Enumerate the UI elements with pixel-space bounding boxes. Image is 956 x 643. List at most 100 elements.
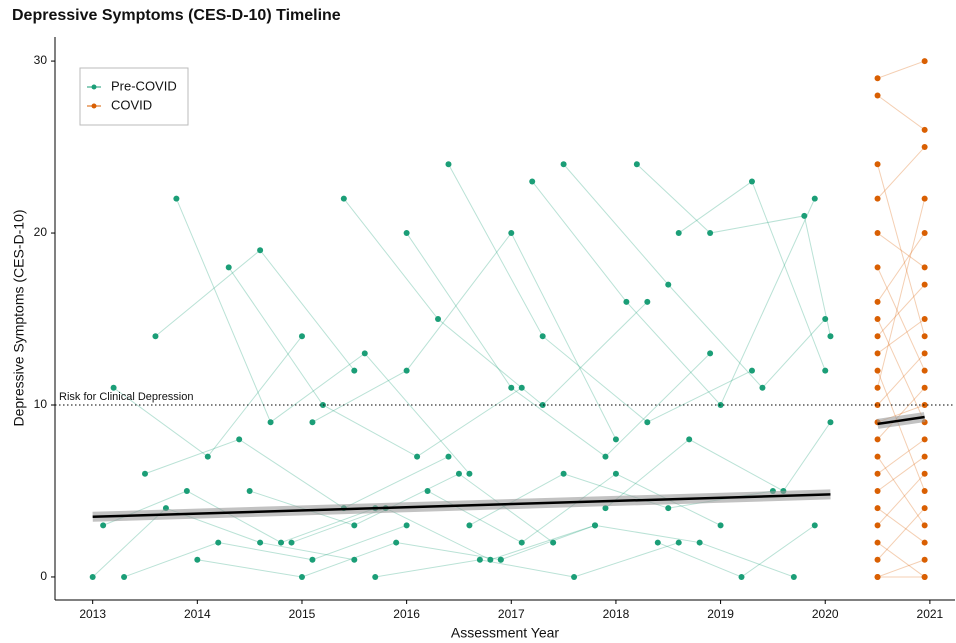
data-point bbox=[675, 230, 682, 237]
participant-line bbox=[877, 353, 926, 406]
data-point bbox=[748, 178, 755, 185]
data-point bbox=[874, 92, 881, 99]
data-point bbox=[921, 453, 928, 460]
data-point bbox=[811, 195, 818, 202]
data-point bbox=[654, 539, 661, 546]
data-point bbox=[529, 178, 536, 185]
data-point bbox=[466, 522, 473, 529]
y-tick-label: 0 bbox=[40, 569, 47, 583]
data-point bbox=[921, 195, 928, 202]
data-point bbox=[874, 470, 881, 477]
data-point bbox=[518, 539, 525, 546]
data-point bbox=[874, 384, 881, 391]
participant-line bbox=[877, 318, 925, 354]
data-point bbox=[89, 573, 96, 580]
participant-line bbox=[123, 524, 407, 578]
data-point bbox=[298, 333, 305, 340]
data-point bbox=[309, 419, 316, 426]
participant-line bbox=[563, 163, 826, 389]
data-point bbox=[121, 573, 128, 580]
participant-line bbox=[877, 60, 925, 79]
participant-line bbox=[92, 507, 355, 578]
participant-line bbox=[197, 542, 501, 578]
data-point bbox=[644, 298, 651, 305]
data-point bbox=[748, 367, 755, 374]
trend-line bbox=[877, 415, 925, 426]
x-tick-label: 2018 bbox=[603, 607, 630, 621]
data-point bbox=[707, 350, 714, 357]
data-point bbox=[921, 316, 928, 323]
data-point bbox=[874, 522, 881, 529]
data-point bbox=[508, 384, 515, 391]
data-point bbox=[361, 350, 368, 357]
x-tick-label: 2021 bbox=[917, 607, 944, 621]
x-tick-label: 2013 bbox=[79, 607, 106, 621]
data-point bbox=[921, 522, 928, 529]
participant-line bbox=[877, 559, 925, 578]
data-point bbox=[921, 264, 928, 271]
participant-line bbox=[531, 181, 816, 406]
participant-line bbox=[877, 95, 925, 131]
data-point bbox=[257, 539, 264, 546]
participant-line bbox=[605, 421, 831, 509]
data-point bbox=[246, 487, 253, 494]
participant-line bbox=[877, 507, 925, 543]
data-point bbox=[921, 350, 928, 357]
participant-line bbox=[448, 164, 753, 423]
data-point bbox=[288, 539, 295, 546]
data-point bbox=[560, 470, 567, 477]
participant-line bbox=[877, 387, 926, 440]
data-point bbox=[874, 436, 881, 443]
data-point bbox=[921, 505, 928, 512]
y-tick-label: 30 bbox=[34, 53, 48, 67]
data-point bbox=[874, 539, 881, 546]
data-point bbox=[623, 298, 630, 305]
data-point bbox=[319, 401, 326, 408]
participant-line bbox=[877, 456, 926, 526]
participant-line bbox=[877, 473, 926, 526]
participant-line bbox=[636, 163, 831, 337]
participant-line bbox=[678, 180, 826, 371]
data-point bbox=[874, 453, 881, 460]
data-point bbox=[921, 281, 928, 288]
participant-line bbox=[175, 198, 470, 475]
data-point bbox=[393, 539, 400, 546]
data-point bbox=[801, 212, 808, 219]
data-point bbox=[759, 384, 766, 391]
data-point bbox=[455, 470, 462, 477]
data-point bbox=[921, 470, 928, 477]
participant-line bbox=[877, 146, 926, 199]
data-point bbox=[445, 453, 452, 460]
data-point bbox=[874, 573, 881, 580]
data-point bbox=[225, 264, 232, 271]
chart-title: Depressive Symptoms (CES-D-10) Timeline bbox=[12, 7, 341, 24]
legend-box bbox=[79, 67, 189, 126]
participant-line bbox=[877, 507, 926, 561]
data-point bbox=[874, 556, 881, 563]
data-point bbox=[403, 367, 410, 374]
data-point bbox=[921, 367, 928, 374]
data-point bbox=[612, 470, 619, 477]
data-point bbox=[644, 419, 651, 426]
data-point bbox=[592, 522, 598, 529]
data-point bbox=[811, 522, 818, 529]
data-point bbox=[602, 453, 609, 460]
data-point bbox=[539, 401, 546, 408]
data-point bbox=[142, 470, 148, 477]
data-point bbox=[539, 333, 546, 340]
participant-line bbox=[877, 232, 926, 303]
data-point bbox=[921, 58, 928, 65]
participant-line bbox=[877, 284, 926, 337]
participant-line bbox=[228, 267, 523, 458]
data-point bbox=[476, 556, 483, 563]
data-point bbox=[874, 195, 881, 202]
x-tick-label: 2016 bbox=[393, 607, 420, 621]
participant-line bbox=[877, 318, 926, 423]
data-point bbox=[152, 333, 159, 340]
data-point bbox=[921, 556, 928, 563]
data-point bbox=[874, 75, 881, 82]
data-point bbox=[874, 298, 881, 305]
data-point bbox=[921, 401, 928, 408]
data-point bbox=[445, 161, 452, 168]
